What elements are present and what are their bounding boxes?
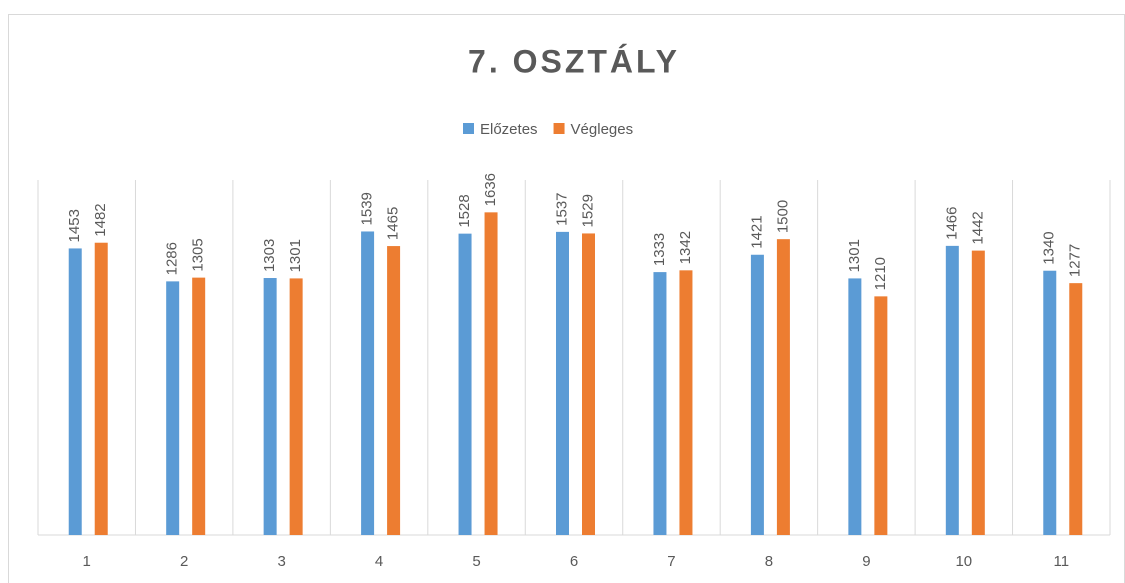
bar: [387, 246, 401, 535]
bar: [679, 270, 693, 535]
data-label: 1333: [651, 233, 668, 266]
bar: [484, 212, 498, 535]
data-label: 1301: [287, 239, 304, 272]
x-tick-label: 11: [1053, 553, 1069, 570]
x-tick-label: 2: [180, 553, 188, 570]
x-tick-label: 10: [955, 553, 972, 570]
data-label: 1305: [190, 238, 207, 271]
data-label: 1442: [969, 211, 986, 244]
data-label: 1528: [456, 194, 473, 227]
legend-label: Végleges: [571, 121, 634, 138]
bar: [166, 281, 180, 535]
legend-swatch: [463, 123, 474, 134]
bar: [848, 278, 862, 535]
bar: [556, 231, 569, 535]
data-label: 1210: [872, 257, 889, 290]
bar: [192, 277, 206, 535]
bar: [263, 278, 277, 535]
x-tick-label: 7: [667, 553, 675, 570]
bar: [361, 231, 375, 535]
data-label: 1466: [943, 206, 960, 239]
data-label: 1340: [1041, 231, 1058, 264]
data-label: 1286: [164, 242, 181, 275]
bar: [68, 248, 82, 536]
bar: [874, 296, 888, 535]
data-label: 1421: [748, 215, 765, 248]
x-tick-label: 6: [570, 553, 578, 570]
data-label: 1277: [1067, 244, 1084, 277]
data-label: 1537: [553, 192, 570, 225]
bar: [94, 242, 108, 535]
data-label: 1482: [92, 203, 109, 236]
data-label: 1303: [261, 239, 278, 272]
bar: [971, 250, 985, 535]
bar: [776, 239, 790, 535]
legend-label: Előzetes: [480, 121, 538, 138]
bar: [458, 233, 472, 535]
bar: [1069, 283, 1083, 535]
x-tick-label: 3: [277, 553, 285, 570]
bar: [945, 245, 959, 535]
data-label: 1529: [579, 194, 596, 227]
data-label: 1539: [359, 192, 376, 225]
bar: [289, 278, 303, 535]
data-label: 1500: [774, 200, 791, 233]
bar: [653, 272, 667, 535]
data-label: 1453: [66, 209, 83, 242]
x-tick-label: 1: [83, 553, 91, 570]
legend-swatch: [553, 123, 565, 134]
chart-title: 7. OSZTÁLY: [468, 43, 680, 79]
data-label: 1301: [846, 239, 863, 272]
x-tick-label: 4: [375, 553, 383, 570]
bar: [582, 233, 595, 536]
bar: [750, 254, 764, 535]
x-tick-label: 8: [765, 553, 773, 570]
data-label: 1636: [482, 173, 499, 206]
data-label: 1342: [677, 231, 694, 264]
x-tick-label: 5: [472, 553, 480, 570]
bar: [1043, 270, 1057, 535]
data-label: 1465: [385, 207, 402, 240]
x-tick-label: 9: [862, 553, 870, 570]
